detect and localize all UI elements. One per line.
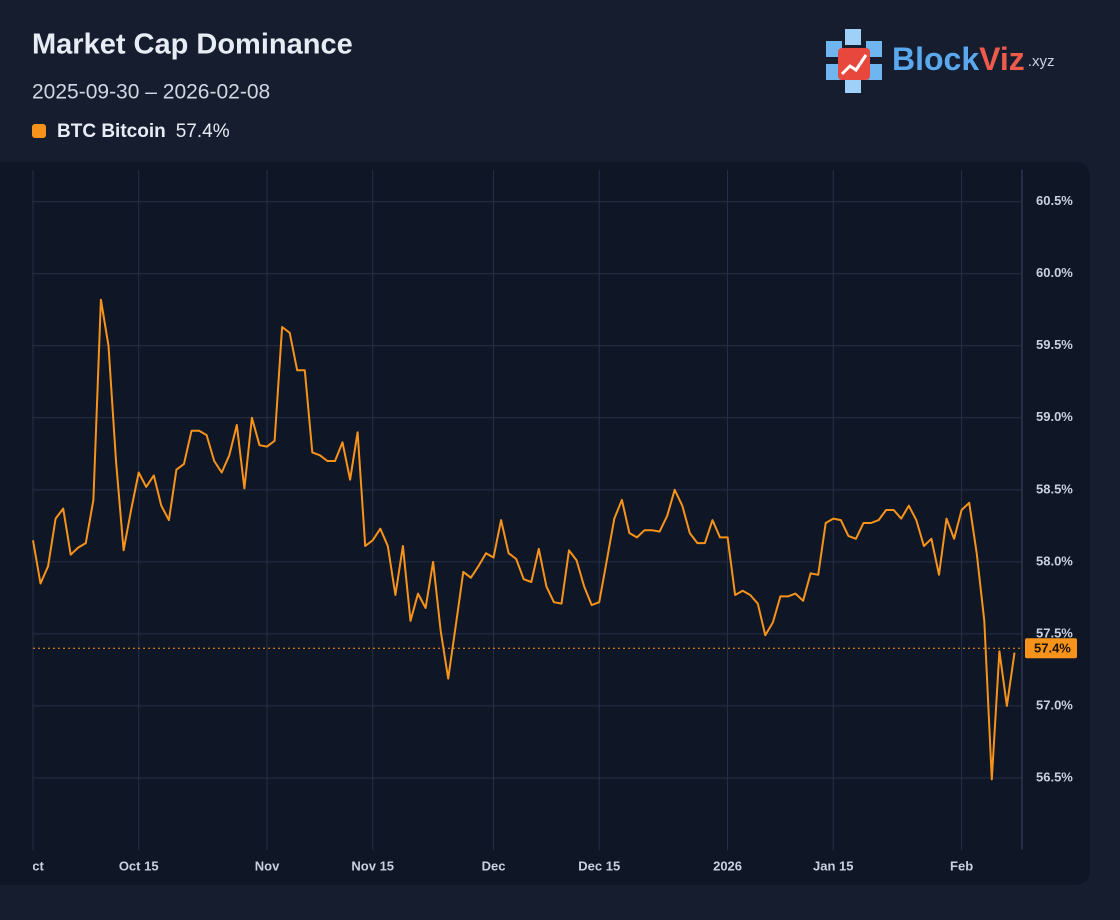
y-tick-label: 58.0%: [1036, 553, 1073, 568]
y-tick-label: 59.0%: [1036, 409, 1073, 424]
x-tick-label: Feb: [950, 858, 973, 873]
y-tick-label: 60.5%: [1036, 193, 1073, 208]
legend-label: BTC Bitcoin: [57, 121, 166, 142]
brand-suffix: .xyz: [1028, 53, 1055, 70]
x-tick-label: Nov: [255, 858, 280, 873]
brand-accent: Viz: [979, 41, 1025, 77]
x-tick-label: Dec 15: [578, 858, 620, 873]
y-tick-label: 57.0%: [1036, 697, 1073, 712]
y-tick-label: 56.5%: [1036, 769, 1073, 784]
last-value-label: 57.4%: [1034, 641, 1071, 656]
y-tick-label: 57.5%: [1036, 625, 1073, 640]
y-tick-label: 60.0%: [1036, 265, 1073, 280]
clip-group: Oct Oct 15 Nov Nov 15 Dec Dec 15 2026 Jan 15 Feb: [22, 858, 973, 873]
chart-title: Market Cap Dominance: [32, 29, 353, 61]
x-tick-label: Oct: [22, 858, 44, 873]
y-tick-label: 59.5%: [1036, 337, 1073, 352]
brand: BlockViz .xyz: [892, 41, 1054, 77]
x-tick-label: Oct 15: [119, 858, 159, 873]
logo-icon: [826, 29, 882, 93]
last-value-tag: [1025, 638, 1077, 659]
x-tick-label: Dec: [482, 858, 506, 873]
x-tick-label: Jan 15: [813, 858, 853, 873]
plot-panel: [0, 162, 1090, 885]
x-tick-label: Nov 15: [351, 858, 394, 873]
brand-name: Block: [892, 41, 979, 77]
y-tick-label: 58.5%: [1036, 481, 1073, 496]
series-line: [32, 298, 1016, 781]
legend-value: 57.4%: [176, 121, 230, 142]
x-tick-label: 2026: [713, 858, 742, 873]
subtitle: 2025-09-30 – 2026-02-08: [32, 81, 270, 104]
legend-swatch: [32, 124, 46, 138]
